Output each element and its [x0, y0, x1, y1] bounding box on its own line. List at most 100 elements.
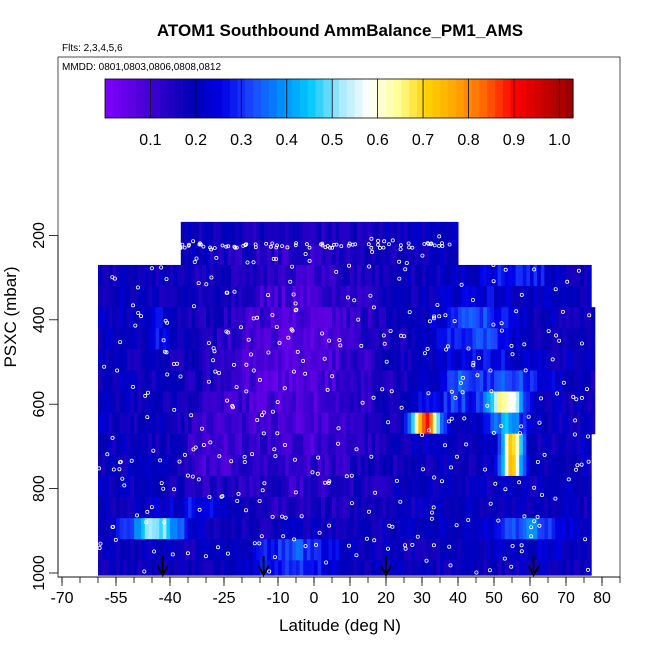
- heatmap-cell: [440, 391, 445, 414]
- heatmap-cell: [263, 412, 268, 435]
- heatmap-cell: [130, 307, 135, 329]
- heatmap-cell: [350, 560, 355, 576]
- heatmap-cell: [321, 286, 326, 308]
- heatmap-cell: [573, 264, 578, 287]
- heatmap-cell: [137, 560, 142, 576]
- colorbar-segment: [190, 79, 200, 118]
- heatmap-cell: [368, 497, 373, 519]
- heatmap-cell: [224, 560, 229, 576]
- heatmap-cell: [357, 454, 362, 477]
- heatmap-cell: [562, 349, 567, 371]
- observation-point: [122, 483, 127, 488]
- observation-point: [322, 356, 327, 361]
- colorbar-tick-label: 0.2: [185, 132, 207, 149]
- heatmap-cell: [573, 539, 578, 561]
- heatmap-cell: [418, 475, 423, 498]
- observation-point: [554, 333, 559, 338]
- heatmap-cell: [458, 391, 463, 414]
- heatmap-cell: [472, 518, 477, 540]
- colorbar-segment: [136, 79, 145, 118]
- heatmap-cell: [342, 433, 347, 456]
- heatmap-cell: [292, 264, 297, 287]
- observation-point: [437, 243, 441, 248]
- heatmap-cell: [238, 539, 243, 561]
- heatmap-cell: [432, 286, 437, 308]
- heatmap-cell: [274, 475, 279, 498]
- observation-point: [420, 432, 425, 437]
- heatmap-cell: [141, 560, 146, 576]
- heatmap-cell: [220, 264, 225, 287]
- observation-point: [406, 241, 411, 246]
- heatmap-cell: [108, 412, 113, 435]
- heatmap-cell: [404, 497, 409, 519]
- heatmap-cell: [256, 412, 261, 435]
- heatmap-cell: [515, 475, 520, 498]
- heatmap-cell: [584, 391, 589, 414]
- heatmap-cell: [148, 264, 153, 287]
- observation-point: [164, 277, 169, 282]
- heatmap-cell: [418, 497, 423, 519]
- heatmap-cell: [152, 391, 157, 414]
- heatmap-cell: [119, 349, 124, 371]
- heatmap-cell: [472, 475, 477, 498]
- colorbar-segment: [534, 79, 543, 118]
- heatmap-cell: [328, 454, 333, 477]
- heatmap-cell: [224, 370, 229, 393]
- heatmap-cell: [238, 349, 243, 371]
- heatmap-cell: [162, 391, 167, 414]
- heatmap-cell: [292, 286, 297, 308]
- heatmap-cell: [188, 243, 193, 266]
- observation-point: [346, 543, 351, 548]
- observation-point: [197, 507, 202, 512]
- heatmap-cell: [137, 454, 142, 477]
- heatmap-cell: [389, 518, 394, 540]
- heatmap-cell: [177, 412, 182, 435]
- heatmap-cell: [400, 539, 405, 561]
- heatmap-cell: [425, 370, 430, 393]
- heatmap-cell: [566, 433, 571, 456]
- heatmap-cell: [177, 475, 182, 498]
- heatmap-cell: [245, 349, 250, 371]
- heatmap-cell: [346, 243, 351, 266]
- heatmap-cell: [256, 518, 261, 540]
- heatmap-cell: [454, 518, 459, 540]
- heatmap-cell: [270, 518, 275, 540]
- heatmap-cell: [274, 307, 279, 329]
- observation-point: [288, 279, 293, 284]
- observation-point: [216, 370, 221, 375]
- heatmap-cell: [198, 497, 203, 519]
- heatmap-cell: [202, 391, 207, 414]
- heatmap-cell: [245, 221, 250, 245]
- heatmap-cell: [278, 539, 283, 561]
- heatmap-cell: [386, 307, 391, 329]
- colorbar-segment: [518, 79, 527, 118]
- heatmap-cell: [116, 349, 121, 371]
- heatmap-cell: [386, 264, 391, 287]
- heatmap-cell: [490, 497, 495, 519]
- observation-point: [553, 496, 558, 501]
- heatmap-cell: [508, 328, 513, 350]
- heatmap-cell: [314, 328, 319, 350]
- heatmap-cell: [249, 475, 254, 498]
- heatmap-cell: [378, 349, 383, 371]
- heatmap-cell: [306, 412, 311, 435]
- heatmap-cell: [321, 560, 326, 576]
- heatmap-cell: [335, 264, 340, 287]
- heatmap-cell: [130, 475, 135, 498]
- heatmap-cell: [130, 497, 135, 519]
- heatmap-cell: [148, 433, 153, 456]
- observation-point: [548, 247, 553, 252]
- heatmap-cell: [202, 433, 207, 456]
- heatmap-cell: [555, 412, 560, 435]
- heatmap-cell: [332, 560, 337, 576]
- x-tick-label: 40: [449, 590, 467, 607]
- heatmap-cell: [105, 475, 110, 498]
- heatmap-cell: [371, 243, 376, 266]
- heatmap-cell: [130, 370, 135, 393]
- heatmap-cell: [324, 349, 329, 371]
- heatmap-cell: [566, 286, 571, 308]
- observation-point: [394, 478, 399, 483]
- heatmap-cell: [227, 307, 232, 329]
- heatmap-cell: [101, 307, 106, 329]
- heatmap-cell: [278, 370, 283, 393]
